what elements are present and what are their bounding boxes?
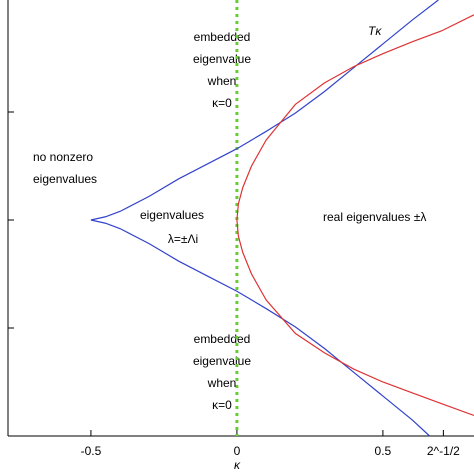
x-tick-label: -0.5: [81, 444, 102, 458]
annotation-text: eigenvalue: [193, 354, 251, 368]
annotation-text: when: [207, 74, 237, 88]
curve-label: Tκ: [368, 24, 382, 38]
curve: [236, 14, 474, 221]
x-tick-label: 2^-1/2: [427, 444, 460, 458]
annotation: eigenvalues λ=±Λi: [140, 208, 204, 246]
annotation-text: eigenvalues: [140, 208, 204, 222]
x-tick-label: 0.5: [375, 444, 392, 458]
curve: [90, 0, 439, 221]
annotation-text: λ=±Λi: [168, 232, 198, 246]
annotation-text: when: [207, 376, 237, 390]
annotation-text: eigenvalue: [193, 52, 251, 66]
x-axis-label: κ: [234, 458, 241, 472]
curve: [90, 219, 431, 437]
annotation-text: real eigenvalues ±λ: [323, 210, 426, 224]
annotation-text: embedded: [194, 332, 251, 346]
annotation-text: embedded: [194, 30, 251, 44]
curve: [236, 219, 474, 417]
annotation: embedded eigenvalue when κ=0: [193, 332, 251, 412]
annotation: embedded eigenvalue when κ=0: [193, 30, 251, 110]
annotation-text: eigenvalues: [33, 172, 97, 186]
x-tick-label: 0: [234, 444, 241, 458]
annotation-text: κ=0: [212, 96, 232, 110]
annotation-text: κ=0: [212, 398, 232, 412]
annotation: no nonzero eigenvalues: [33, 150, 97, 186]
annotation-text: no nonzero: [33, 150, 93, 164]
